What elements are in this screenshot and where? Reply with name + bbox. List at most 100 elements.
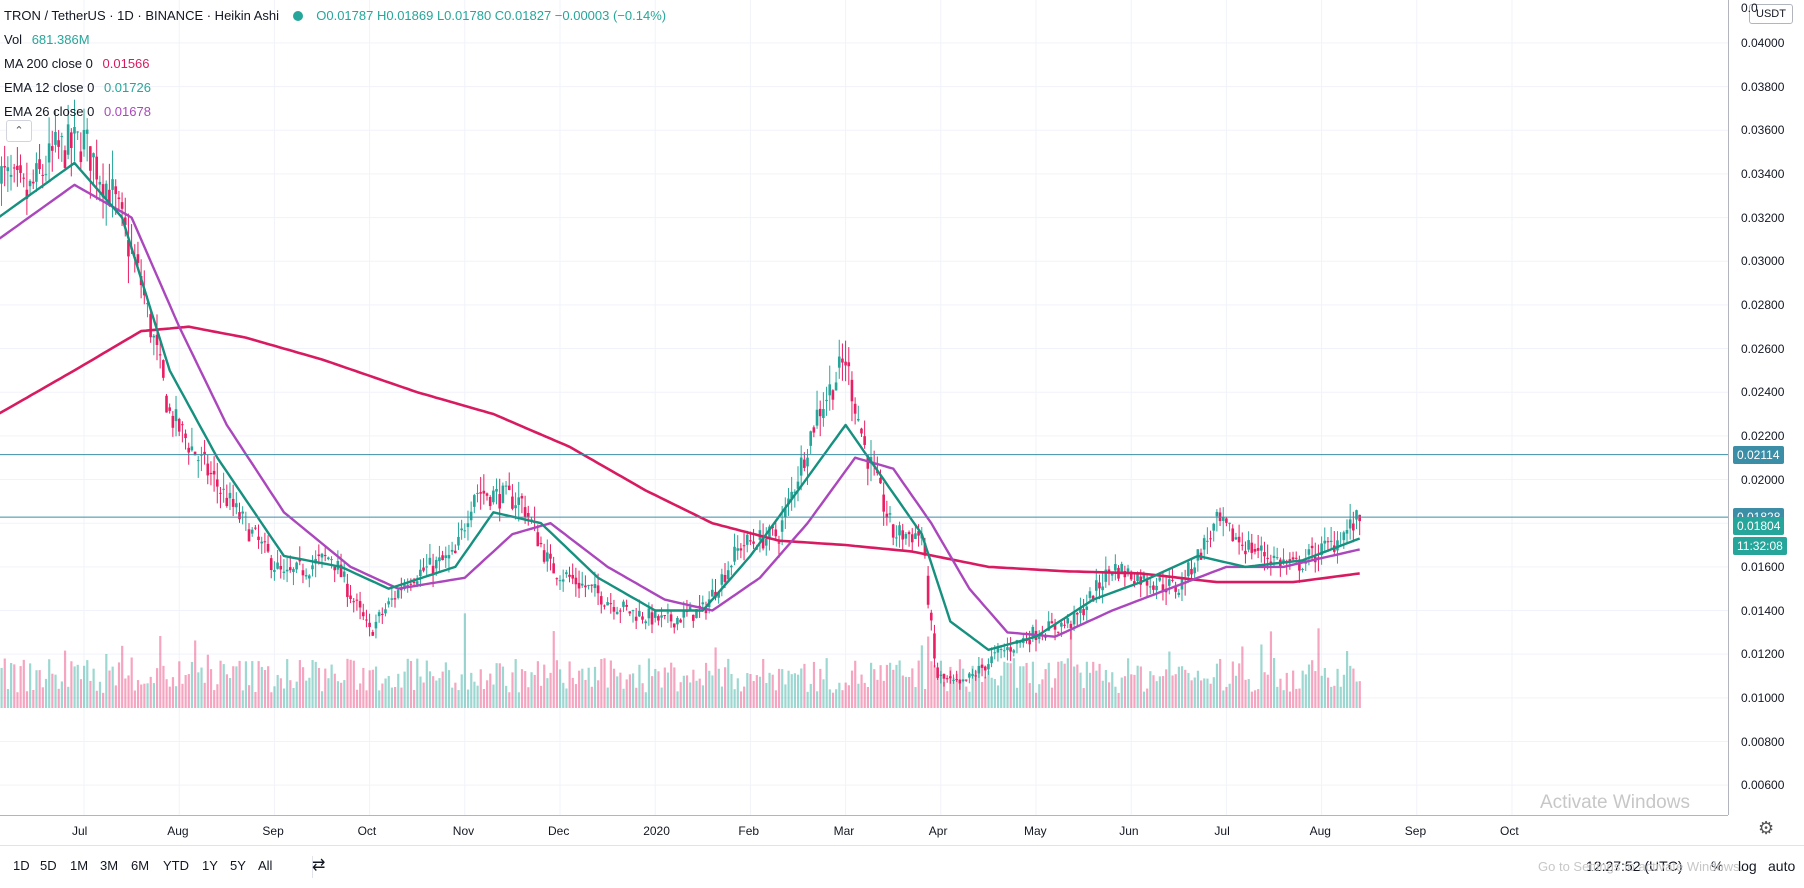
candle-body [580, 583, 584, 586]
candle-body [660, 615, 663, 618]
calendar-range-icon[interactable]: ⇄ [312, 857, 326, 874]
volume-bar [1336, 668, 1339, 708]
candle-body [863, 436, 866, 445]
percent-toggle[interactable]: % [1711, 858, 1724, 874]
volume-bar [108, 670, 111, 708]
candle-body [949, 676, 952, 679]
volume-bar [641, 683, 644, 708]
range-button-1d[interactable]: 1D [13, 858, 30, 873]
candle-body [701, 602, 705, 605]
volume-bar [1127, 658, 1130, 708]
candle-body [120, 202, 124, 209]
chart-plot-area[interactable]: TRON / TetherUS · 1D · BINANCE · Heikin … [0, 0, 1728, 815]
candle-body [914, 533, 917, 539]
candle-body [460, 528, 463, 531]
volume-bar [1031, 661, 1035, 708]
volume-bar [225, 674, 228, 708]
volume-bar [1139, 666, 1142, 708]
time-axis[interactable]: Jul Aug Sep Oct Nov Dec 2020 Feb Mar Apr May Jun Jul… [0, 815, 1728, 845]
candle-body [206, 463, 210, 476]
price-scale[interactable]: USDT 0.0 0.04000 0.03800 0.03600 0.03400 0.0… [1728, 0, 1804, 815]
candle-body [361, 612, 365, 617]
log-toggle[interactable]: log [1738, 858, 1757, 874]
candle-body [780, 520, 784, 532]
volume-bar [996, 685, 1000, 708]
volume-bar [409, 660, 413, 708]
range-button-ytd[interactable]: YTD [163, 858, 189, 873]
volume-bar [990, 677, 993, 708]
candle-body [444, 555, 448, 559]
range-button-3m[interactable]: 3M [100, 858, 119, 873]
range-button-1m[interactable]: 1M [70, 858, 89, 873]
candle-body [1209, 538, 1212, 540]
volume-bar [603, 658, 606, 708]
symbol-row: TRON / TetherUS · 1D · BINANCE · Heikin … [4, 4, 666, 28]
volume-bar [419, 676, 422, 708]
volume-bar [584, 679, 587, 708]
ema12-line [0, 161, 1361, 651]
volume-bar [727, 658, 730, 708]
candle-body [809, 431, 812, 446]
candle-body [1291, 557, 1295, 560]
candle-body [298, 559, 302, 562]
volume-bar [102, 692, 105, 708]
candle-body [38, 159, 41, 170]
candle-body [663, 615, 667, 617]
candle-body [720, 574, 724, 585]
price-chart[interactable] [0, 0, 1728, 815]
volume-bar [1177, 666, 1180, 708]
candle-body [1228, 522, 1231, 524]
currency-badge[interactable]: USDT [1749, 4, 1793, 24]
range-button-all[interactable]: All [258, 858, 273, 873]
candle-body [1355, 510, 1358, 520]
volume-bar [647, 658, 651, 708]
volume-bar [1057, 661, 1060, 708]
gear-icon[interactable]: ⚙ [1758, 818, 1775, 838]
candle-body [856, 418, 860, 421]
volume-bar [384, 678, 387, 708]
volume-bar [565, 688, 568, 708]
volume-bar [73, 666, 76, 708]
volume-bar [850, 670, 854, 708]
volume-bar [1152, 675, 1155, 708]
volume-bar [422, 682, 425, 708]
auto-toggle[interactable]: auto [1768, 858, 1796, 874]
range-button-1y[interactable]: 1Y [202, 858, 218, 873]
ema26-row[interactable]: EMA 26 close 0 0.01678 [4, 100, 666, 124]
volume-bar [1326, 677, 1330, 708]
volume-bar [765, 682, 768, 708]
candle-body [549, 553, 552, 559]
volume-bar [866, 687, 870, 708]
candle-body [181, 424, 184, 426]
candle-body [736, 548, 740, 551]
candle-body [371, 632, 375, 636]
candle-body [225, 497, 229, 506]
time-tick-label: Jul [72, 824, 88, 838]
candle-body [422, 567, 425, 571]
range-button-5d[interactable]: 5D [40, 858, 57, 873]
symbol-title[interactable]: TRON / TetherUS · 1D · BINANCE · Heikin … [4, 8, 279, 23]
legend-collapse-button[interactable]: ⌃ [6, 120, 32, 142]
volume-bar [387, 675, 390, 708]
volume-bar [1298, 688, 1301, 708]
range-button-5y[interactable]: 5Y [230, 858, 246, 873]
ma200-row[interactable]: MA 200 close 0 0.01566 [4, 52, 666, 76]
volume-bar [1107, 682, 1111, 708]
volume-bar [844, 682, 847, 708]
ema12-row[interactable]: EMA 12 close 0 0.01726 [4, 76, 666, 100]
clock-readout[interactable]: 12:27:52 (UTC) [1586, 858, 1683, 874]
candle-body [282, 571, 286, 574]
volume-bar [689, 682, 692, 708]
candle-body [492, 490, 495, 503]
candle-body [644, 621, 647, 624]
volume-bar [1155, 681, 1158, 708]
range-button-6m[interactable]: 6M [131, 858, 150, 873]
volume-bar [501, 666, 505, 708]
price-tick-label: 0.02200 [1741, 428, 1785, 443]
candle-body [44, 174, 48, 176]
candle-body [939, 674, 943, 676]
volume-row[interactable]: Vol 681.386M [4, 28, 666, 52]
time-tick-label: Aug [1309, 824, 1331, 838]
candle-body [910, 534, 914, 543]
candle-body [1136, 573, 1139, 582]
